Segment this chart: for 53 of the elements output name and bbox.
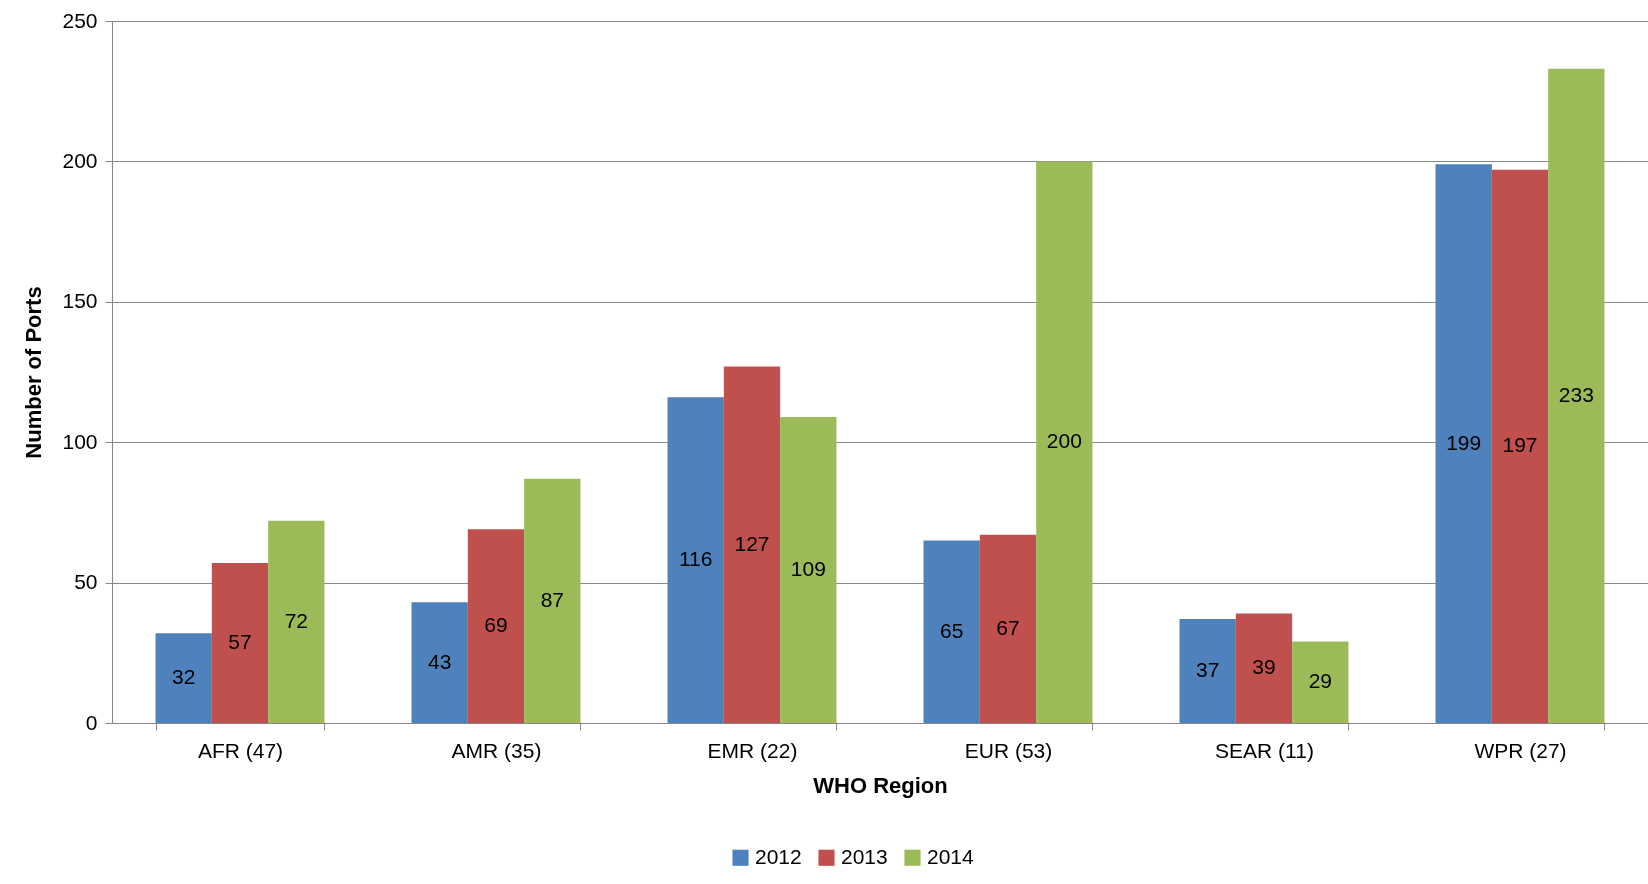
data-label: 57 [228,629,252,653]
data-label: 69 [484,613,508,637]
data-label: 109 [790,556,826,580]
y-tick-label: 150 [62,289,98,313]
x-tick-label: EMR (22) [707,738,798,762]
legend-label: 2013 [841,844,888,868]
y-tick-label: 50 [74,570,98,594]
x-tick-label: AMR (35) [451,738,542,762]
data-label: 43 [428,649,452,673]
bar [1548,68,1605,723]
bar [1179,619,1236,723]
bar [411,602,468,723]
bar [979,534,1037,723]
bar [1292,641,1349,723]
x-tick-label: SEAR (11) [1215,738,1314,762]
bar [1235,613,1293,723]
y-tick-label: 200 [62,148,98,172]
x-tick-label: WPR (27) [1474,738,1567,762]
bar [723,366,781,723]
data-label: 65 [940,618,964,642]
x-tick-label: AFR (47) [197,738,284,762]
bar [1435,164,1492,723]
data-label: 197 [1502,433,1538,457]
bar [155,633,212,723]
bar [211,562,269,723]
bar [780,416,837,723]
bar [923,540,980,723]
bar [1036,161,1093,723]
data-label: 233 [1558,382,1594,406]
data-label: 200 [1046,429,1082,453]
data-label: 29 [1308,669,1332,693]
bar [467,529,525,723]
data-label: 32 [172,665,196,689]
legend-label: 2014 [927,844,975,868]
data-label: 87 [540,587,564,611]
y-axis-title: Number of Ports [21,286,47,459]
bar [268,520,325,723]
bar [667,397,724,723]
data-label: 116 [678,547,713,571]
data-label: 127 [734,531,770,555]
bar [1491,169,1549,723]
y-tick-label: 250 [62,8,98,32]
data-label: 72 [284,608,308,632]
data-label: 37 [1196,658,1220,682]
y-tick-label: 100 [62,429,98,453]
x-tick-label: EUR (53) [964,738,1053,762]
bar [524,478,581,723]
y-tick-label: 0 [85,710,98,734]
data-label: 39 [1252,655,1276,679]
data-label: 199 [1446,430,1482,454]
legend-label: 2012 [755,844,802,868]
x-axis-title: WHO Region [813,772,948,798]
data-label: 67 [996,615,1020,639]
